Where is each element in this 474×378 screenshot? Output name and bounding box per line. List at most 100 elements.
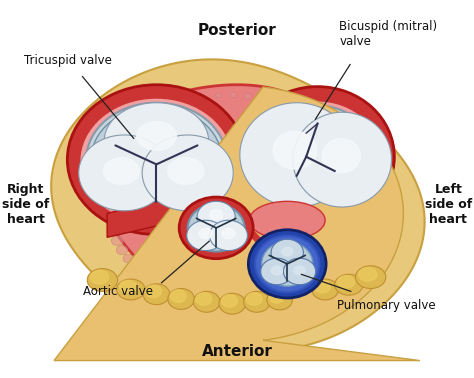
- Ellipse shape: [168, 276, 176, 282]
- Ellipse shape: [155, 111, 162, 116]
- Ellipse shape: [267, 290, 292, 310]
- Ellipse shape: [379, 190, 392, 200]
- Text: Left
side of
heart: Left side of heart: [425, 183, 472, 226]
- Ellipse shape: [199, 228, 212, 239]
- Ellipse shape: [378, 180, 390, 189]
- Ellipse shape: [359, 268, 377, 281]
- Polygon shape: [107, 200, 368, 237]
- Text: Pulmonary valve: Pulmonary valve: [337, 299, 435, 312]
- Ellipse shape: [257, 96, 265, 103]
- Ellipse shape: [116, 245, 128, 255]
- Polygon shape: [283, 258, 316, 285]
- Ellipse shape: [374, 210, 387, 221]
- Ellipse shape: [376, 170, 388, 180]
- Polygon shape: [210, 220, 247, 251]
- Text: Posterior: Posterior: [198, 23, 276, 38]
- Ellipse shape: [185, 99, 191, 104]
- Ellipse shape: [216, 93, 222, 98]
- Ellipse shape: [117, 279, 145, 300]
- Ellipse shape: [193, 291, 220, 312]
- Ellipse shape: [91, 270, 109, 284]
- Ellipse shape: [244, 93, 251, 99]
- Ellipse shape: [87, 269, 118, 291]
- Ellipse shape: [155, 273, 163, 279]
- Polygon shape: [104, 103, 209, 178]
- Ellipse shape: [111, 236, 124, 246]
- Ellipse shape: [199, 279, 205, 284]
- Ellipse shape: [241, 87, 394, 227]
- Ellipse shape: [210, 209, 223, 220]
- Ellipse shape: [322, 139, 360, 173]
- Polygon shape: [271, 239, 303, 266]
- Polygon shape: [293, 112, 392, 207]
- Ellipse shape: [284, 275, 291, 281]
- Ellipse shape: [103, 204, 116, 215]
- Polygon shape: [92, 85, 381, 305]
- Ellipse shape: [221, 294, 237, 307]
- Ellipse shape: [168, 158, 204, 184]
- Ellipse shape: [120, 135, 128, 141]
- Ellipse shape: [101, 185, 114, 195]
- Ellipse shape: [101, 167, 113, 176]
- Ellipse shape: [183, 278, 190, 283]
- Ellipse shape: [294, 266, 305, 275]
- Ellipse shape: [356, 266, 386, 288]
- Ellipse shape: [331, 130, 345, 141]
- Ellipse shape: [271, 266, 283, 275]
- Ellipse shape: [215, 280, 221, 284]
- Ellipse shape: [312, 279, 338, 300]
- Polygon shape: [54, 87, 420, 361]
- Ellipse shape: [80, 98, 233, 225]
- Ellipse shape: [273, 131, 317, 169]
- Ellipse shape: [188, 204, 245, 252]
- Ellipse shape: [314, 280, 330, 293]
- Ellipse shape: [252, 101, 383, 218]
- Text: Bicuspid (mitral)
valve: Bicuspid (mitral) valve: [339, 20, 438, 48]
- Ellipse shape: [123, 254, 134, 263]
- Ellipse shape: [294, 111, 305, 120]
- Ellipse shape: [262, 242, 313, 286]
- Ellipse shape: [319, 124, 332, 134]
- Polygon shape: [240, 103, 354, 207]
- Ellipse shape: [100, 176, 113, 186]
- Ellipse shape: [318, 263, 328, 272]
- Ellipse shape: [339, 249, 351, 259]
- Polygon shape: [142, 135, 233, 211]
- Ellipse shape: [230, 279, 236, 284]
- Ellipse shape: [269, 291, 284, 303]
- Ellipse shape: [328, 257, 339, 266]
- Ellipse shape: [196, 293, 212, 305]
- Ellipse shape: [170, 105, 176, 109]
- Ellipse shape: [295, 272, 304, 279]
- Ellipse shape: [335, 274, 363, 295]
- Ellipse shape: [91, 107, 222, 213]
- Ellipse shape: [249, 201, 325, 239]
- Ellipse shape: [143, 284, 170, 305]
- Ellipse shape: [343, 138, 356, 148]
- Ellipse shape: [364, 153, 376, 163]
- Ellipse shape: [230, 92, 237, 98]
- Ellipse shape: [103, 158, 139, 184]
- Ellipse shape: [107, 150, 117, 158]
- Ellipse shape: [260, 105, 375, 210]
- Ellipse shape: [108, 225, 120, 236]
- Ellipse shape: [371, 161, 383, 171]
- Ellipse shape: [113, 143, 122, 150]
- Ellipse shape: [307, 268, 316, 276]
- Ellipse shape: [67, 85, 246, 234]
- Ellipse shape: [246, 293, 262, 305]
- Ellipse shape: [354, 145, 367, 155]
- Ellipse shape: [142, 119, 149, 124]
- Ellipse shape: [119, 280, 137, 293]
- Ellipse shape: [105, 215, 118, 225]
- Ellipse shape: [359, 231, 372, 241]
- Ellipse shape: [179, 197, 253, 259]
- Polygon shape: [79, 135, 170, 211]
- Ellipse shape: [219, 293, 246, 314]
- Ellipse shape: [103, 159, 114, 167]
- Ellipse shape: [132, 262, 141, 270]
- Ellipse shape: [168, 288, 194, 309]
- Ellipse shape: [86, 103, 227, 217]
- Ellipse shape: [378, 191, 389, 199]
- Polygon shape: [51, 59, 425, 351]
